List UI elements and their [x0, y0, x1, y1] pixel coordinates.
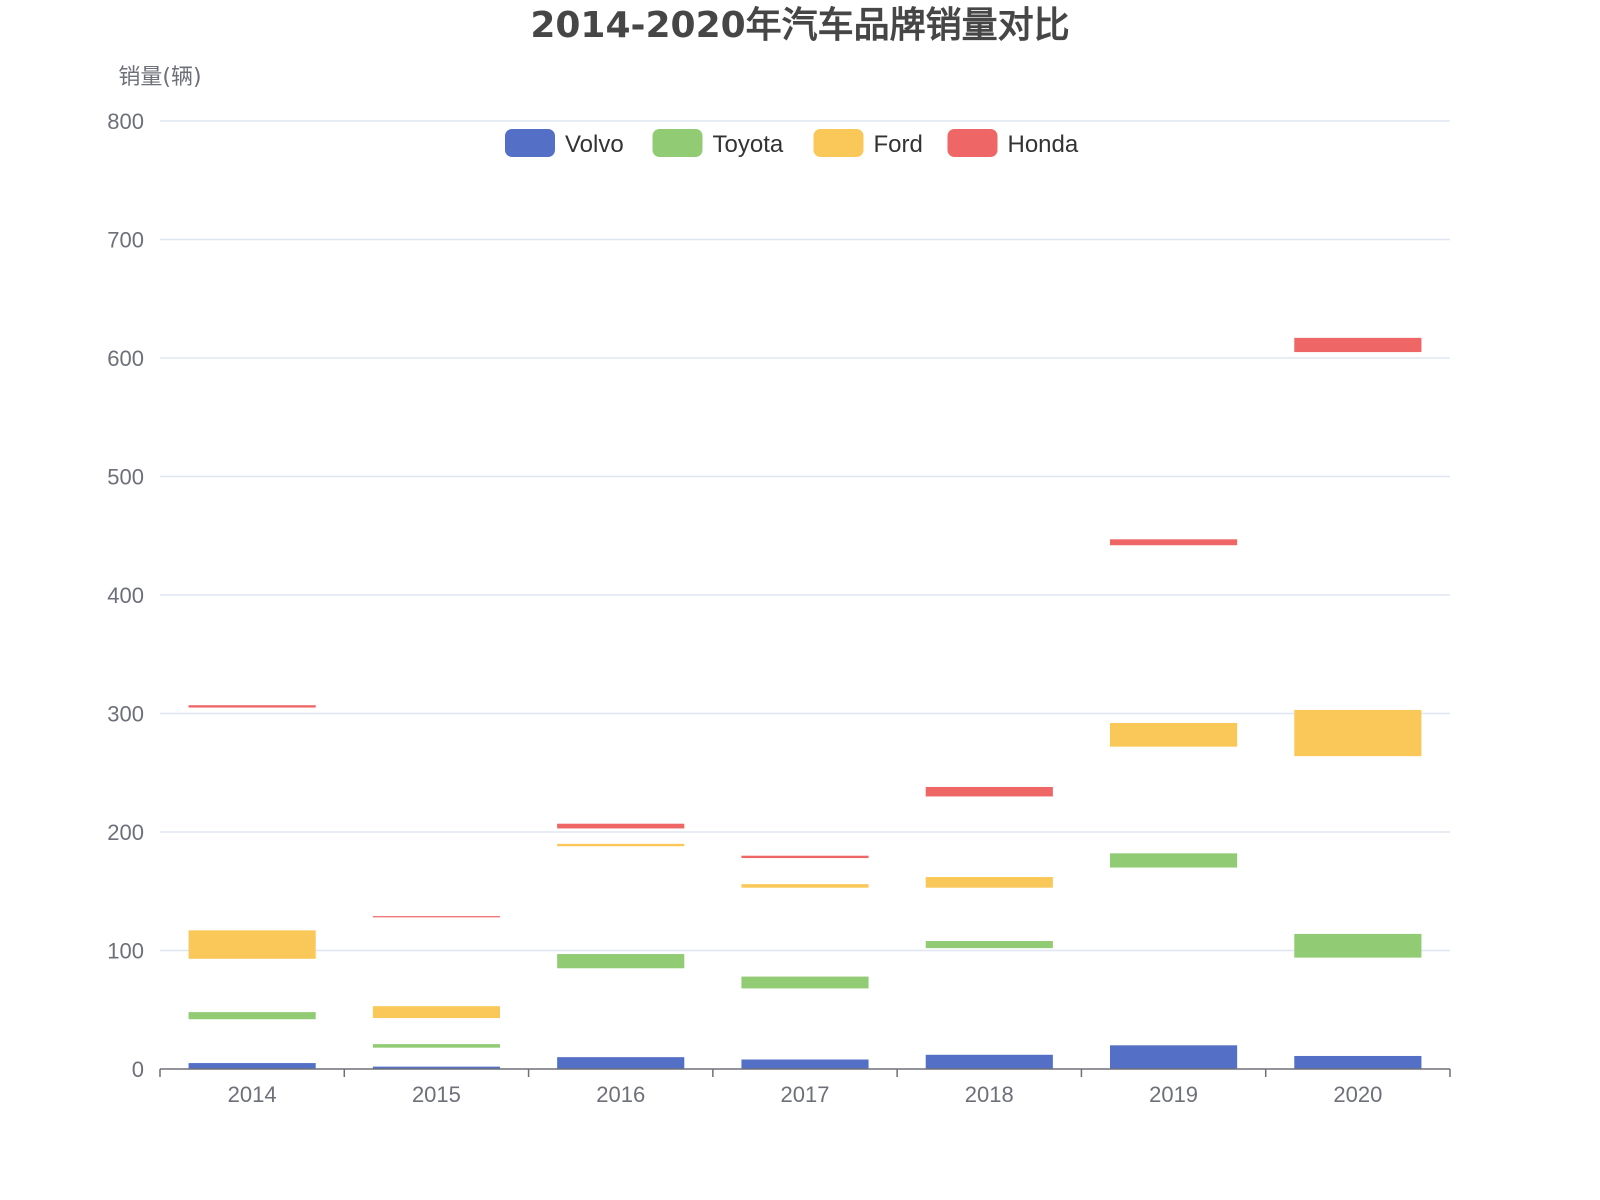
- y-tick-label: 500: [107, 465, 144, 490]
- bar-volvo-2014: [188, 1063, 316, 1069]
- bar-honda-2018: [925, 786, 1053, 797]
- x-tick-label: 2015: [412, 1082, 461, 1107]
- bar-ford-2017: [741, 884, 869, 888]
- legend-swatch-toyota: [652, 129, 703, 157]
- bar-volvo-2019: [1109, 1045, 1238, 1069]
- bar-honda-2016: [557, 823, 685, 829]
- bar-ford-2014: [188, 930, 316, 959]
- y-tick-label: 100: [107, 939, 144, 964]
- bar-toyota-2019: [1109, 853, 1238, 868]
- bar-volvo-2017: [741, 1059, 869, 1069]
- bar-honda-2017: [741, 855, 869, 859]
- bar-volvo-2015: [372, 1066, 501, 1069]
- grid-lines: [160, 120, 1450, 952]
- chart-title: 2014-2020年汽车品牌销量对比: [530, 5, 1070, 46]
- bar-toyota-2020: [1294, 933, 1422, 958]
- y-tick-label: 200: [107, 820, 144, 845]
- bar-honda-2020: [1294, 337, 1422, 353]
- bar-honda-2015: [372, 916, 501, 918]
- x-tick-label: 2017: [781, 1082, 830, 1107]
- bar-toyota-2015: [372, 1044, 501, 1048]
- axes: 0 100 200 300 400 500 600 700 800 2014 2015 2016 201…: [107, 109, 1451, 1107]
- bar-honda-2019: [1109, 539, 1238, 546]
- y-tick-label: 800: [107, 109, 144, 134]
- bar-ford-2015: [372, 1006, 501, 1019]
- legend-label-toyota: Toyota: [713, 131, 784, 158]
- bar-ford-2020: [1294, 709, 1422, 757]
- y-axis-label: 销量(辆): [118, 65, 201, 90]
- y-tick-label: 0: [132, 1057, 144, 1082]
- bar-toyota-2016: [557, 954, 685, 969]
- x-tick-label: 2018: [965, 1082, 1014, 1107]
- bar-honda-2014: [188, 705, 316, 708]
- legend-swatch-honda: [947, 129, 998, 157]
- bar-toyota-2018: [925, 941, 1053, 949]
- legend: Volvo Toyota Ford Honda: [505, 129, 1079, 158]
- bar-ford-2018: [925, 877, 1053, 888]
- legend-label-honda: Honda: [1008, 131, 1079, 158]
- bar-marks: [188, 337, 1422, 1069]
- y-tick-label: 600: [107, 346, 144, 371]
- x-tick-label: 2014: [228, 1082, 277, 1107]
- bar-volvo-2020: [1294, 1055, 1422, 1069]
- legend-label-ford: Ford: [874, 131, 923, 158]
- bar-volvo-2018: [925, 1054, 1053, 1069]
- x-tick-label: 2016: [596, 1082, 645, 1107]
- legend-label-volvo: Volvo: [565, 131, 624, 158]
- bar-toyota-2017: [741, 976, 869, 989]
- bar-ford-2016: [557, 843, 685, 847]
- bar-toyota-2014: [188, 1012, 316, 1020]
- bar-volvo-2016: [557, 1057, 685, 1069]
- bar-ford-2019: [1109, 722, 1238, 747]
- x-tick-label: 2020: [1333, 1082, 1382, 1107]
- legend-swatch-volvo: [505, 129, 555, 157]
- x-tick-label: 2019: [1149, 1082, 1198, 1107]
- y-tick-label: 700: [107, 228, 144, 253]
- y-tick-label: 400: [107, 583, 144, 608]
- legend-swatch-ford: [813, 129, 864, 157]
- y-tick-label: 300: [107, 702, 144, 727]
